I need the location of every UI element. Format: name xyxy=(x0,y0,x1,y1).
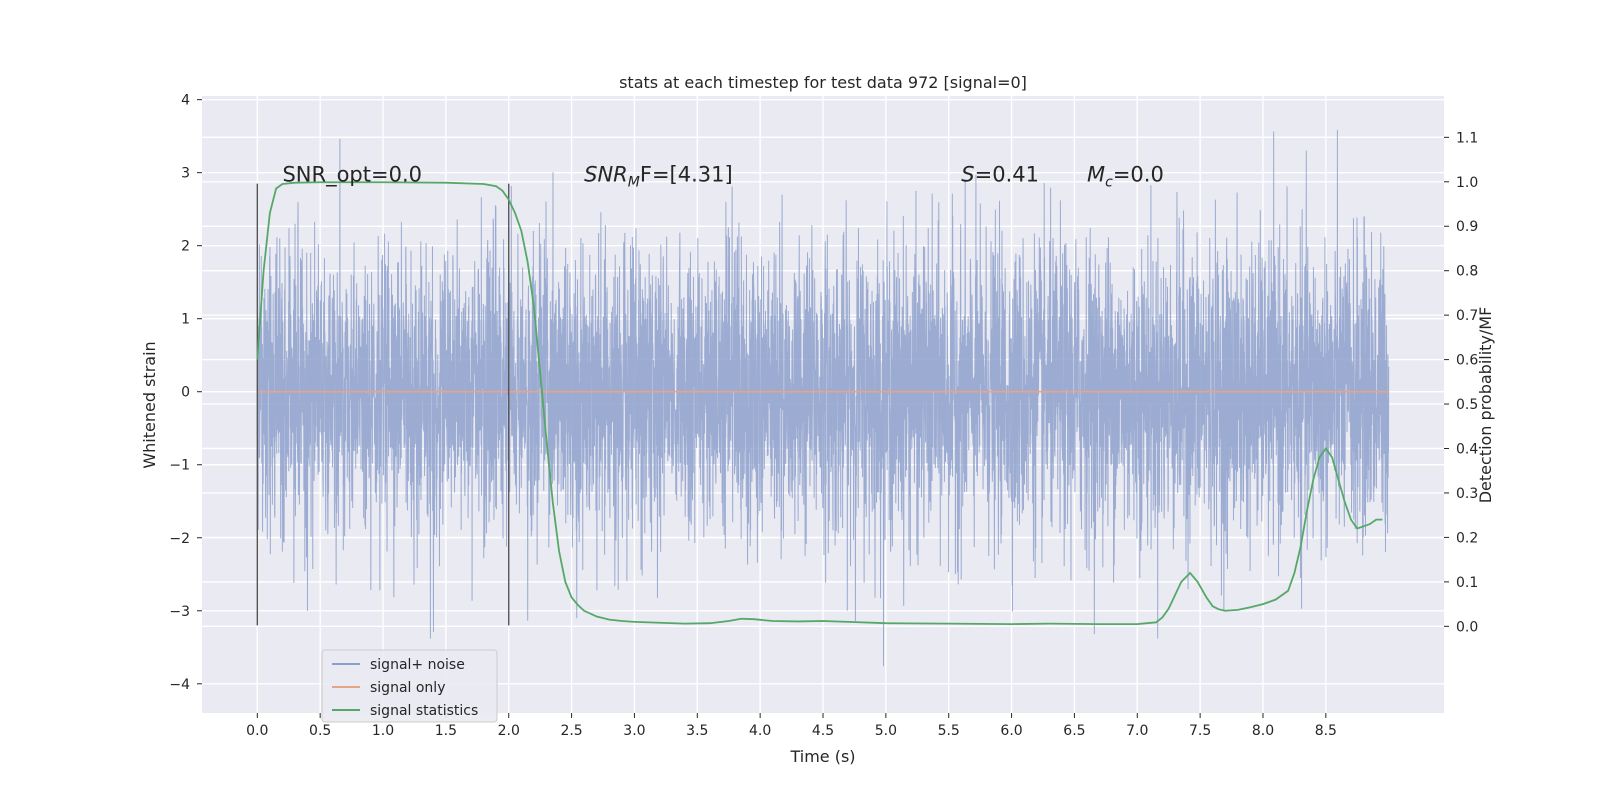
annotations: SNR_opt=0.0 SNRMF=[4.31] S=0.41 Mc=0.0 xyxy=(282,162,1163,190)
y2-tick-label: 0.5 xyxy=(1456,397,1478,413)
x-tick-label: 5.5 xyxy=(938,723,960,739)
y-axis-ticks: −4 −3 −2 −1 0 1 2 3 4 xyxy=(169,93,202,693)
y-tick-label: −1 xyxy=(169,458,190,474)
annotation-symbol: SNR xyxy=(584,162,628,186)
x-tick-label: 6.0 xyxy=(1000,723,1022,739)
y2-tick-label: 1.0 xyxy=(1456,175,1478,191)
legend-label: signal+ noise xyxy=(370,657,465,673)
y2-tick-label: 0.2 xyxy=(1456,530,1478,546)
x-tick-label: 0.0 xyxy=(246,723,268,739)
y2-axis-ticks: 0.0 0.1 0.2 0.3 0.4 0.5 0.6 0.7 0.8 0.9 1.0 1.1 xyxy=(1444,130,1478,635)
y-tick-label: 1 xyxy=(181,312,190,328)
y-tick-label: 3 xyxy=(181,166,190,182)
signal-statistics-series xyxy=(256,181,1383,626)
annotation-symbol: SNR_opt xyxy=(282,162,371,187)
y-tick-label: −4 xyxy=(169,677,190,693)
x-tick-label: 4.5 xyxy=(812,723,834,739)
x-tick-label: 7.0 xyxy=(1126,723,1148,739)
x-tick-label: 6.5 xyxy=(1063,723,1085,739)
x-tick-label: 2.5 xyxy=(560,723,582,739)
y-axis-label: Whitened strain xyxy=(140,341,159,468)
annotation-text: Mc=0.0 xyxy=(1087,162,1164,190)
x-axis-label: Time (s) xyxy=(789,747,855,766)
x-tick-label: 2.0 xyxy=(498,723,520,739)
annotation-value: =0.0 xyxy=(1113,162,1164,186)
annotation-symbol: M xyxy=(1087,162,1105,186)
x-tick-label: 1.0 xyxy=(372,723,394,739)
y2-axis-label: Detection probability/MF xyxy=(1476,307,1495,504)
y2-tick-label: 0.7 xyxy=(1456,308,1478,324)
y2-tick-label: 0.0 xyxy=(1456,619,1478,635)
x-tick-label: 4.0 xyxy=(749,723,771,739)
legend-label: signal only xyxy=(370,680,445,696)
vlines xyxy=(256,183,510,626)
annotation-subscript: M xyxy=(628,174,640,190)
x-axis-ticks: 0.0 0.5 1.0 1.5 2.0 2.5 3.0 3.5 4.0 4.5 5.0 5.5 6.0 6… xyxy=(246,713,1337,739)
y2-tick-label: 0.9 xyxy=(1456,219,1478,235)
annotation-text: SNRMF=[4.31] xyxy=(584,162,733,190)
chart-title: stats at each timestep for test data 972… xyxy=(619,73,1027,92)
x-tick-label: 1.5 xyxy=(435,723,457,739)
legend: signal+ noise signal only signal statistic… xyxy=(321,649,498,723)
signal-statistics-line xyxy=(256,181,1383,626)
y2-tick-label: 0.1 xyxy=(1456,575,1478,591)
x-tick-label: 3.5 xyxy=(686,723,708,739)
y2-tick-label: 0.4 xyxy=(1456,442,1478,458)
legend-label: signal statistics xyxy=(370,703,478,719)
x-tick-label: 0.5 xyxy=(309,723,331,739)
x-tick-label: 7.5 xyxy=(1189,723,1211,739)
annotation-text: SNR_opt=0.0 xyxy=(282,162,422,187)
annotation-text: S=0.41 xyxy=(961,162,1039,186)
signal-noise-series xyxy=(256,130,1390,667)
y-tick-label: 0 xyxy=(181,385,190,401)
annotation-symbol: S xyxy=(961,162,974,186)
y2-tick-label: 1.1 xyxy=(1456,130,1478,146)
annotation-value: =0.0 xyxy=(371,162,422,186)
y-tick-label: −2 xyxy=(169,531,190,547)
y-tick-label: 4 xyxy=(181,93,190,109)
y-tick-label: 2 xyxy=(181,239,190,255)
x-tick-label: 8.5 xyxy=(1315,723,1337,739)
annotation-value: F=[4.31] xyxy=(640,162,733,186)
x-tick-label: 5.0 xyxy=(875,723,897,739)
x-tick-label: 8.0 xyxy=(1252,723,1274,739)
y-tick-label: −3 xyxy=(169,604,190,620)
x-tick-label: 3.0 xyxy=(623,723,645,739)
legend-box xyxy=(321,649,498,723)
y2-tick-label: 0.6 xyxy=(1456,353,1478,369)
signal-noise-line xyxy=(256,130,1390,667)
annotation-value: =0.41 xyxy=(975,162,1039,186)
annotation-subscript: c xyxy=(1105,174,1113,190)
y2-tick-label: 0.8 xyxy=(1456,264,1478,280)
y2-tick-label: 0.3 xyxy=(1456,486,1478,502)
